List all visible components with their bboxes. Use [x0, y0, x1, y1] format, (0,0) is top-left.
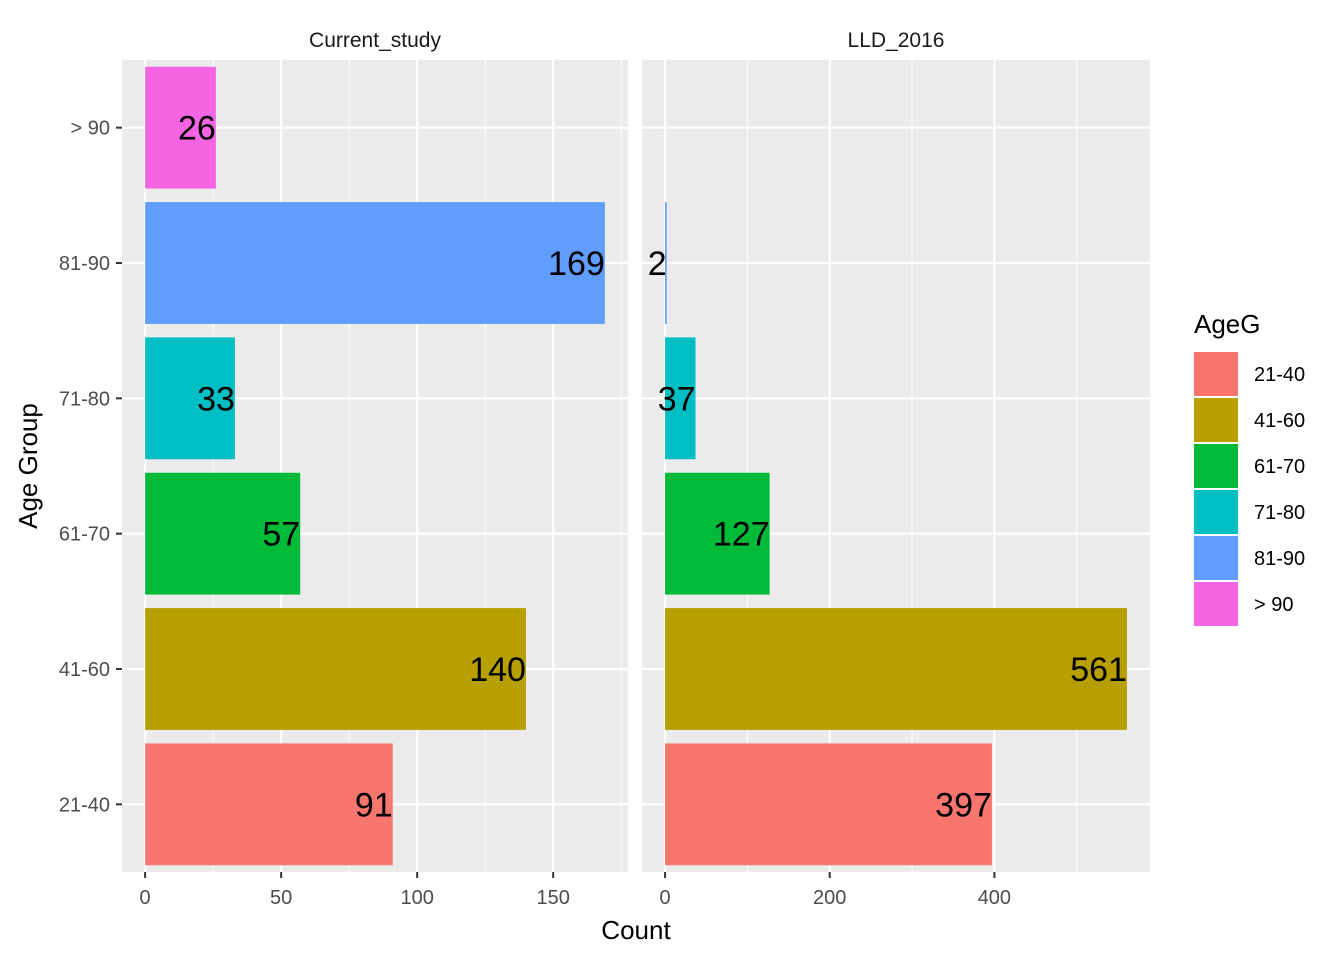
x-tick-label: 200	[813, 887, 846, 909]
y-tick-label: 21-40	[59, 794, 110, 816]
bar-0-4	[145, 202, 605, 324]
legend-entry-label: 21-40	[1254, 364, 1305, 386]
legend-entry-label: 61-70	[1254, 456, 1305, 478]
y-tick-label: 41-60	[59, 659, 110, 681]
bar-1-4	[665, 202, 667, 324]
x-tick-label: 0	[659, 887, 670, 909]
legend-swatch-2	[1194, 444, 1238, 488]
y-axis-title: Age Group	[13, 403, 43, 529]
bar-1-1	[665, 608, 1127, 730]
y-tick-label: > 90	[71, 118, 110, 140]
x-tick-label: 50	[270, 887, 292, 909]
bar-1-2	[665, 472, 770, 595]
bar-0-1	[145, 608, 526, 730]
legend-entry-label: > 90	[1254, 594, 1293, 616]
bar-0-5	[145, 66, 216, 189]
bar-label-1-0: 397	[935, 786, 992, 824]
legend-swatch-5	[1194, 582, 1238, 626]
legend-swatch-1	[1194, 398, 1238, 442]
bar-label-0-5: 26	[178, 110, 216, 148]
bar-label-1-2: 127	[713, 516, 770, 554]
bar-label-1-4: 2	[648, 245, 667, 283]
legend-title: AgeG	[1194, 309, 1261, 339]
x-axis-title: Count	[601, 915, 671, 945]
bar-label-0-2: 57	[262, 516, 300, 554]
bar-0-2	[145, 472, 301, 595]
facet-title-1: LLD_2016	[848, 29, 945, 52]
y-tick-label: 71-80	[59, 388, 110, 410]
legend-entry-label: 81-90	[1254, 548, 1305, 570]
facet-strip-1	[642, 22, 1150, 58]
bar-label-0-4: 169	[548, 245, 605, 283]
legend-swatch-3	[1194, 490, 1238, 534]
facet-title-0: Current_study	[309, 29, 441, 52]
bar-label-0-3: 33	[197, 380, 235, 418]
bar-label-1-3: 37	[658, 380, 696, 418]
panel-background-1	[642, 60, 1150, 872]
facet-strip-0	[122, 22, 628, 58]
legend-entry-label: 41-60	[1254, 410, 1305, 432]
y-tick-label: 61-70	[59, 524, 110, 546]
bar-label-1-1: 561	[1070, 651, 1127, 689]
x-tick-label: 100	[400, 887, 433, 909]
legend-swatch-0	[1194, 352, 1238, 396]
x-tick-label: 0	[140, 887, 151, 909]
bar-label-0-1: 140	[469, 651, 526, 689]
x-tick-label: 150	[537, 887, 570, 909]
bar-1-3	[665, 337, 696, 460]
bar-0-3	[145, 337, 235, 460]
legend-entry-label: 71-80	[1254, 502, 1305, 524]
y-tick-label: 81-90	[59, 253, 110, 275]
bar-1-0	[665, 743, 992, 866]
legend-swatch-4	[1194, 536, 1238, 580]
panel-background-0	[122, 60, 628, 872]
bar-label-0-0: 91	[355, 786, 393, 824]
x-tick-label: 400	[978, 887, 1011, 909]
bar-0-0	[145, 743, 393, 866]
